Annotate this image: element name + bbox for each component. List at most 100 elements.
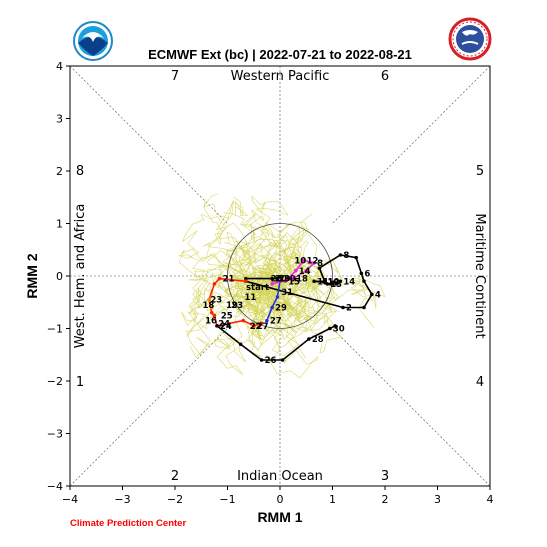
phase-label-6: 6	[381, 69, 389, 84]
series-point	[328, 326, 332, 331]
ensemble-member-line	[273, 277, 377, 321]
series-point	[241, 318, 246, 323]
series-point	[275, 276, 280, 281]
day-label: 10	[294, 256, 306, 266]
x-tick-label: 2	[382, 493, 389, 506]
ensemble-member-line	[249, 240, 345, 296]
y-tick-label: 1	[56, 218, 63, 231]
ensemble-member-line	[185, 286, 263, 356]
y-tick-label: −1	[47, 323, 63, 336]
day-label: 27	[257, 322, 269, 332]
series-line	[266, 281, 281, 321]
ensemble-member-line	[178, 212, 262, 290]
series-point	[291, 276, 295, 281]
phase-label-8: 8	[76, 164, 84, 179]
day-label: 8	[317, 259, 323, 269]
series-point	[362, 305, 366, 310]
diagonal-guide	[69, 65, 228, 224]
x-tick-label: −1	[219, 493, 235, 506]
series-point	[317, 266, 322, 270]
day-label: 24	[220, 322, 232, 332]
day-label: 11	[317, 277, 329, 287]
series-point	[338, 253, 343, 257]
day-label: 30	[284, 275, 296, 285]
series-point	[301, 258, 306, 263]
credit-label: Climate Prediction Center	[70, 518, 186, 529]
series-point	[270, 282, 274, 286]
y-tick-label: −2	[47, 375, 63, 388]
series-point	[209, 305, 214, 310]
region-western-pacific: Western Pacific	[231, 69, 330, 84]
series-point	[265, 318, 269, 323]
day-label: 18	[296, 275, 308, 285]
start-label: start	[246, 283, 269, 293]
day-label: 24	[218, 319, 230, 329]
y-tick-label: 4	[56, 60, 63, 73]
diagonal-guide	[332, 65, 491, 224]
day-label: 10	[328, 277, 340, 287]
day-label: 12	[328, 278, 340, 288]
day-label: 20	[275, 275, 287, 285]
day-label: 21	[223, 275, 235, 285]
series-point	[275, 295, 280, 299]
day-label: 14	[299, 267, 311, 277]
day-label: 25	[221, 311, 233, 321]
day-label: 18	[203, 301, 215, 311]
series-point	[293, 268, 298, 273]
x-tick-label: 1	[329, 493, 336, 506]
ensemble-member-line	[261, 247, 325, 296]
diagonal-guide	[69, 328, 228, 487]
series-point	[354, 255, 358, 260]
day-label: 16	[205, 317, 217, 327]
ensemble-member-line	[277, 213, 313, 288]
ensemble-member-line	[192, 199, 269, 289]
ensemble-member-line	[207, 226, 262, 283]
ensemble-member-line	[258, 289, 307, 325]
series-point	[215, 324, 219, 328]
ensemble-members	[178, 193, 386, 379]
series-point	[207, 297, 211, 302]
day-label: 14	[343, 277, 355, 287]
series-point	[217, 276, 222, 281]
y-tick-label: −3	[47, 428, 63, 441]
series-point	[270, 276, 274, 281]
ensemble-member-line	[271, 253, 318, 317]
series-point	[312, 279, 316, 284]
series-point	[333, 324, 337, 328]
day-label: 26	[265, 356, 277, 366]
series-point	[212, 282, 217, 286]
phase-label-7: 7	[171, 69, 179, 84]
day-label: 11	[245, 293, 257, 303]
series-point	[304, 268, 309, 273]
forecast-series	[207, 253, 374, 362]
day-label: 8	[343, 251, 349, 261]
y-tick-label: 3	[56, 113, 63, 126]
day-label: 12	[307, 256, 319, 266]
phase-label-5: 5	[476, 164, 484, 179]
chart-title: ECMWF Ext (bc) | 2022-07-21 to 2022-08-2…	[148, 47, 412, 62]
series-point	[341, 305, 345, 310]
day-label: 27	[270, 317, 282, 327]
ensemble-member-line	[248, 195, 289, 277]
ensemble-member-line	[188, 266, 281, 315]
ensemble-member-line	[202, 193, 309, 298]
x-tick-label: 4	[487, 493, 494, 506]
phase-label-2: 2	[171, 469, 179, 484]
series-point	[244, 279, 248, 284]
y-tick-label: 2	[56, 165, 63, 178]
series-point	[359, 271, 364, 276]
day-label: 19	[226, 301, 238, 311]
series-point	[270, 305, 274, 310]
ensemble-member-line	[262, 280, 337, 350]
noaa-logo	[73, 21, 113, 61]
unit-circle	[227, 223, 333, 329]
x-tick-label: −4	[62, 493, 78, 506]
series-point	[312, 261, 316, 265]
ensemble-member-line	[231, 196, 297, 298]
day-label: 2	[346, 304, 352, 314]
y-tick-label: 0	[56, 270, 63, 283]
series-point	[283, 279, 288, 284]
series-point	[251, 324, 256, 328]
